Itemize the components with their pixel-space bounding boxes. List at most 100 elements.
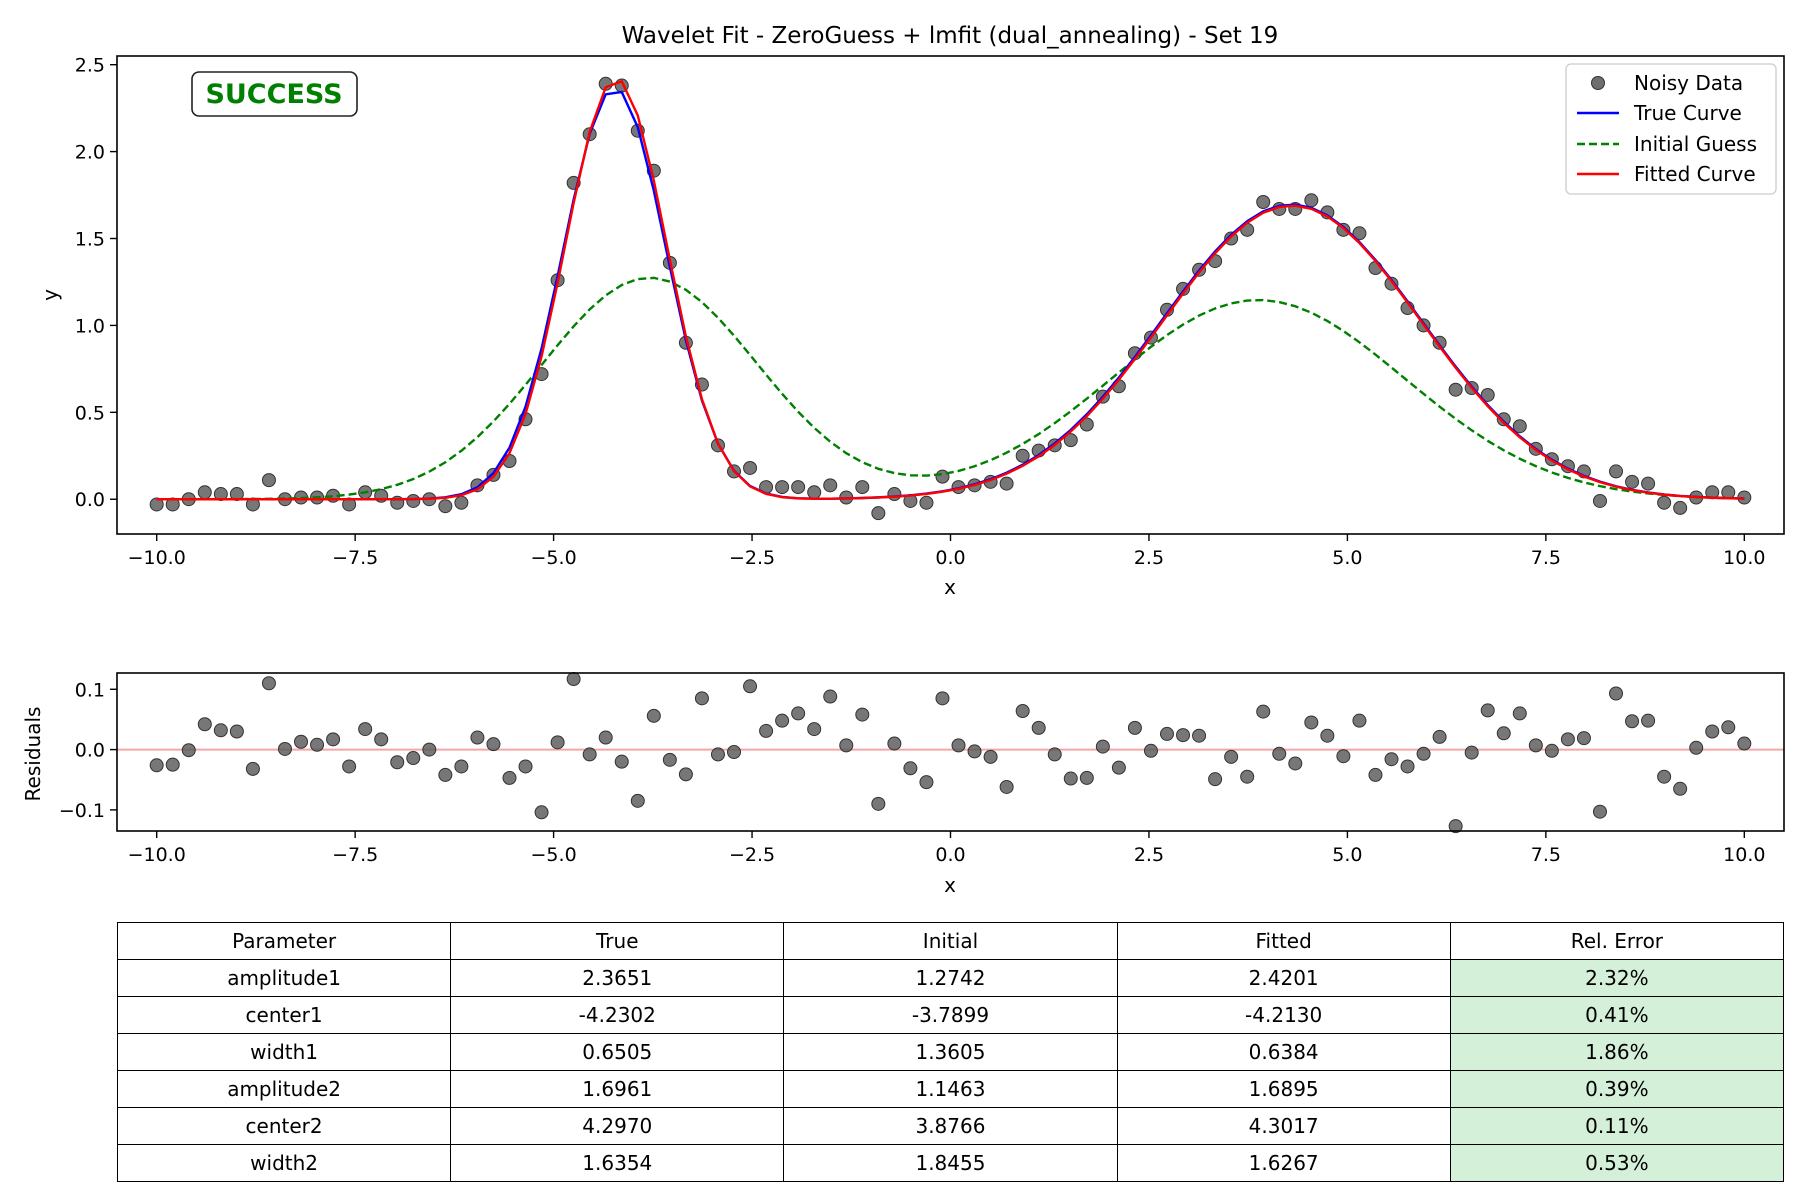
table-cell-parameter: amplitude1 bbox=[116, 959, 452, 997]
residuals-y-axis-label: Residuals bbox=[21, 707, 45, 802]
residual-point bbox=[935, 691, 950, 706]
residual-point bbox=[775, 713, 790, 728]
status-badge: SUCCESS bbox=[191, 71, 358, 117]
residual-point bbox=[598, 730, 613, 745]
residual-point bbox=[1416, 746, 1431, 761]
residual-point bbox=[1256, 704, 1271, 719]
noisy-data-point bbox=[919, 495, 934, 510]
x-tick-label: 5.0 bbox=[1332, 547, 1362, 569]
x-tick-label: 7.5 bbox=[1531, 547, 1561, 569]
table-cell-initial: 1.2742 bbox=[783, 959, 1118, 997]
residual-point bbox=[566, 672, 581, 687]
true-curve-line bbox=[156, 90, 1745, 501]
residual-point bbox=[759, 723, 774, 738]
residual-point bbox=[1272, 746, 1287, 761]
residual-point bbox=[1592, 804, 1607, 819]
residual-point bbox=[1095, 739, 1110, 754]
noisy-data-point bbox=[855, 480, 870, 495]
residual-point bbox=[422, 742, 437, 757]
residual-point bbox=[1320, 728, 1335, 743]
residual-point bbox=[1159, 726, 1174, 741]
residual-point bbox=[1464, 745, 1479, 760]
legend-label-initial-guess: Initial Guess bbox=[1634, 132, 1757, 156]
noisy-data-point bbox=[1641, 476, 1656, 491]
x-tick-label: −10.0 bbox=[128, 547, 186, 569]
x-tick-label: −7.5 bbox=[332, 844, 378, 866]
table-header-row: Parameter True Initial Fitted Rel. Error bbox=[116, 922, 1785, 960]
residual-point bbox=[1192, 728, 1207, 743]
noisy-data-point bbox=[197, 485, 212, 500]
table-cell-rel-error: 1.86% bbox=[1449, 1033, 1785, 1071]
table-cell-true: 4.2970 bbox=[450, 1107, 785, 1145]
table-cell-rel-error: 0.11% bbox=[1449, 1107, 1785, 1145]
residual-point bbox=[534, 805, 549, 820]
noisy-data-point bbox=[406, 493, 421, 508]
noisy-data-point bbox=[1480, 387, 1495, 402]
residual-point bbox=[1047, 747, 1062, 762]
table-cell-initial: 1.3605 bbox=[783, 1033, 1118, 1071]
noisy-data-point bbox=[807, 485, 822, 500]
table-cell-fitted: 1.6895 bbox=[1116, 1070, 1451, 1108]
y-tick-label: 0.5 bbox=[75, 402, 105, 424]
residual-point bbox=[743, 679, 758, 694]
main-chart-title: Wavelet Fit - ZeroGuess + lmfit (dual_an… bbox=[622, 23, 1279, 49]
residual-point bbox=[887, 736, 902, 751]
residual-point bbox=[727, 745, 742, 759]
noisy-data-point bbox=[743, 460, 758, 475]
noisy-data-point bbox=[871, 506, 886, 521]
table-row: center2 4.2970 3.8766 4.3017 0.11% bbox=[116, 1107, 1785, 1145]
table-cell-true: 2.3651 bbox=[450, 959, 785, 997]
noisy-data-point bbox=[454, 495, 469, 510]
table-cell-parameter: width1 bbox=[116, 1033, 452, 1071]
noisy-data-point bbox=[1609, 464, 1624, 479]
residual-point bbox=[1544, 743, 1559, 758]
x-tick-label: 10.0 bbox=[1723, 547, 1765, 569]
x-tick-label: −10.0 bbox=[128, 844, 186, 866]
x-tick-label: −7.5 bbox=[332, 547, 378, 569]
residual-point bbox=[165, 757, 180, 772]
residual-point bbox=[245, 761, 260, 776]
residual-point bbox=[1015, 703, 1030, 718]
noisy-data-point bbox=[1625, 474, 1640, 489]
residual-point bbox=[454, 759, 469, 774]
noisy-data-point bbox=[887, 487, 902, 502]
residual-point bbox=[1127, 720, 1142, 735]
residual-point bbox=[1288, 756, 1303, 771]
residual-point bbox=[438, 767, 453, 782]
residual-point bbox=[181, 743, 196, 758]
residual-point bbox=[1352, 713, 1367, 728]
fitted-curve-line bbox=[156, 79, 1745, 501]
x-tick-label: 2.5 bbox=[1134, 547, 1164, 569]
y-tick-label: 2.5 bbox=[75, 55, 105, 77]
table-cell-rel-error: 0.39% bbox=[1449, 1070, 1785, 1108]
noisy-data-point bbox=[823, 478, 838, 493]
residual-point bbox=[1400, 759, 1415, 774]
y-tick-label: 1.5 bbox=[75, 229, 105, 251]
residual-point bbox=[294, 734, 309, 749]
residual-point bbox=[213, 723, 228, 738]
status-badge-text: SUCCESS bbox=[205, 79, 342, 110]
residual-point bbox=[662, 752, 677, 767]
residual-point bbox=[1496, 726, 1511, 741]
residual-point bbox=[518, 759, 533, 774]
residual-point bbox=[149, 758, 164, 773]
residual-point bbox=[374, 732, 389, 747]
residuals-plot-area bbox=[117, 672, 1784, 834]
residual-point bbox=[1063, 771, 1078, 786]
table-row: center1 -4.2302 -3.7899 -4.2130 0.41% bbox=[116, 996, 1785, 1034]
residual-point bbox=[807, 722, 822, 737]
noisy-data-point bbox=[1304, 193, 1319, 208]
noisy-data-point bbox=[1673, 500, 1688, 515]
residual-point bbox=[1689, 740, 1704, 755]
table-cell-rel-error: 2.32% bbox=[1449, 959, 1785, 997]
table-cell-initial: 1.8455 bbox=[783, 1144, 1118, 1182]
residual-point bbox=[678, 767, 693, 782]
residual-point bbox=[823, 689, 838, 704]
residual-point bbox=[919, 775, 934, 790]
residual-point bbox=[326, 732, 341, 747]
residual-point bbox=[1432, 729, 1447, 744]
residual-point bbox=[614, 754, 629, 769]
noisy-data-point bbox=[1448, 382, 1463, 397]
noisy-data-point bbox=[1015, 448, 1030, 463]
x-tick-label: 7.5 bbox=[1531, 844, 1561, 866]
